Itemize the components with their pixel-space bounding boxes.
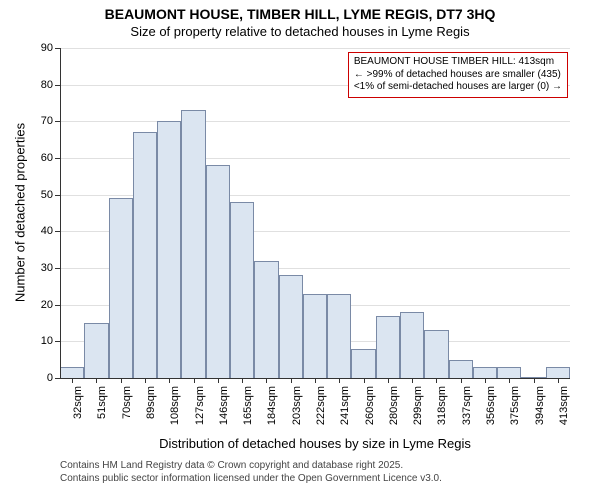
- histogram-bar: [473, 367, 497, 378]
- x-tick-label: 51sqm: [96, 386, 108, 436]
- histogram-bar: [449, 360, 473, 378]
- histogram-bar: [376, 316, 400, 378]
- histogram-bar: [400, 312, 424, 378]
- y-tick-label: 40: [28, 225, 53, 237]
- footer-line1: Contains HM Land Registry data © Crown c…: [60, 460, 442, 473]
- histogram-bar: [327, 294, 351, 378]
- x-axis-line: [60, 378, 570, 379]
- x-tick-label: 165sqm: [242, 386, 254, 436]
- histogram-bar: [351, 349, 375, 378]
- grid-line: [60, 48, 570, 49]
- histogram-bar: [84, 323, 108, 378]
- histogram-bar: [254, 261, 278, 378]
- title-line2: Size of property relative to detached ho…: [130, 24, 469, 39]
- x-tick-label: 70sqm: [121, 386, 133, 436]
- annotation-box: BEAUMONT HOUSE TIMBER HILL: 413sqm ← >99…: [348, 52, 568, 98]
- histogram-bar: [546, 367, 570, 378]
- histogram-bar: [109, 198, 133, 378]
- x-tick-label: 184sqm: [266, 386, 278, 436]
- histogram-bar: [206, 165, 230, 378]
- histogram-bar: [133, 132, 157, 378]
- plot-area: 010203040506070809032sqm51sqm70sqm89sqm1…: [60, 48, 570, 378]
- x-tick-label: 89sqm: [145, 386, 157, 436]
- x-tick-label: 280sqm: [388, 386, 400, 436]
- histogram-bar: [424, 330, 448, 378]
- x-tick-label: 127sqm: [194, 386, 206, 436]
- histogram-chart: BEAUMONT HOUSE, TIMBER HILL, LYME REGIS,…: [0, 0, 600, 500]
- grid-line: [60, 121, 570, 122]
- y-tick-label: 0: [28, 372, 53, 384]
- y-tick-label: 90: [28, 42, 53, 54]
- x-tick-label: 394sqm: [534, 386, 546, 436]
- y-tick-label: 50: [28, 189, 53, 201]
- x-tick-label: 146sqm: [218, 386, 230, 436]
- footer-line2: Contains public sector information licen…: [60, 473, 442, 486]
- x-tick-label: 32sqm: [72, 386, 84, 436]
- title-line1: BEAUMONT HOUSE, TIMBER HILL, LYME REGIS,…: [105, 6, 496, 22]
- x-tick-label: 337sqm: [461, 386, 473, 436]
- histogram-bar: [181, 110, 205, 378]
- x-axis-label: Distribution of detached houses by size …: [60, 436, 570, 451]
- y-axis-line: [60, 48, 61, 378]
- annotation-line1: BEAUMONT HOUSE TIMBER HILL: 413sqm: [354, 56, 562, 69]
- chart-subtitle: Size of property relative to detached ho…: [0, 24, 600, 40]
- y-tick-label: 30: [28, 262, 53, 274]
- x-tick-label: 222sqm: [315, 386, 327, 436]
- annotation-line3: <1% of semi-detached houses are larger (…: [354, 81, 562, 94]
- x-tick-label: 375sqm: [509, 386, 521, 436]
- y-tick-label: 70: [28, 115, 53, 127]
- x-tick-label: 413sqm: [558, 386, 570, 436]
- annotation-line2: ← >99% of detached houses are smaller (4…: [354, 69, 562, 82]
- y-tick-label: 60: [28, 152, 53, 164]
- histogram-bar: [157, 121, 181, 378]
- y-tick-label: 10: [28, 335, 53, 347]
- chart-title: BEAUMONT HOUSE, TIMBER HILL, LYME REGIS,…: [0, 6, 600, 23]
- footer-credits: Contains HM Land Registry data © Crown c…: [60, 460, 442, 485]
- x-tick-label: 260sqm: [364, 386, 376, 436]
- histogram-bar: [303, 294, 327, 378]
- histogram-bar: [497, 367, 521, 378]
- x-tick-label: 299sqm: [412, 386, 424, 436]
- x-tick-label: 318sqm: [436, 386, 448, 436]
- histogram-bar: [279, 275, 303, 378]
- x-tick-label: 356sqm: [485, 386, 497, 436]
- x-tick-label: 108sqm: [169, 386, 181, 436]
- x-tick-label: 241sqm: [339, 386, 351, 436]
- x-tick-label: 203sqm: [291, 386, 303, 436]
- y-tick-label: 20: [28, 299, 53, 311]
- histogram-bar: [230, 202, 254, 378]
- histogram-bar: [60, 367, 84, 378]
- y-tick-label: 80: [28, 79, 53, 91]
- y-axis-label: Number of detached properties: [13, 103, 28, 323]
